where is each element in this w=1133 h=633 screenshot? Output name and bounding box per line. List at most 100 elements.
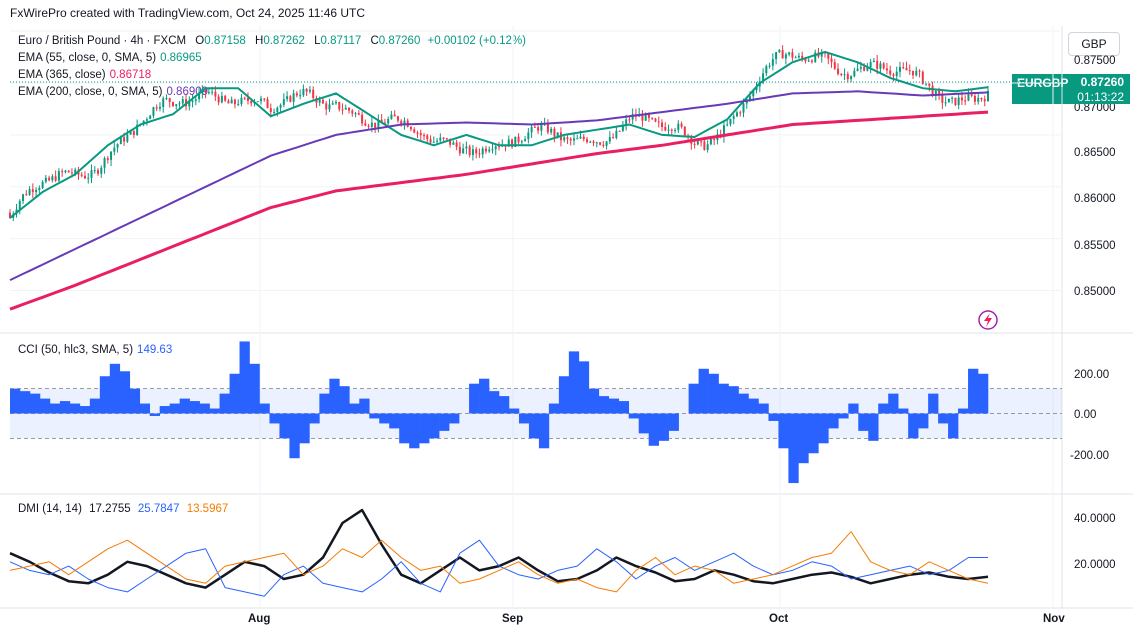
candles xyxy=(9,45,989,222)
cci-bar xyxy=(698,368,709,414)
candle-body xyxy=(498,146,500,148)
candle-body xyxy=(475,149,478,154)
candle-body xyxy=(393,114,396,117)
close-label: C xyxy=(370,35,379,47)
cci-bar xyxy=(768,413,779,421)
cci-bar xyxy=(808,413,819,454)
candle-body xyxy=(35,189,38,193)
candle-body xyxy=(74,169,77,174)
candle-body xyxy=(439,137,442,141)
dmi-pane xyxy=(9,508,989,597)
candle-body xyxy=(233,99,236,105)
candle-body xyxy=(413,129,416,133)
candle-body xyxy=(700,141,703,143)
candle-body xyxy=(674,129,677,131)
cci-bar xyxy=(309,413,320,424)
candle-body xyxy=(941,94,944,103)
candle-body xyxy=(282,99,285,105)
candle-body xyxy=(237,103,240,105)
candle-body xyxy=(471,149,474,156)
ema55-legend[interactable]: EMA (55, close, 0, SMA, 5) 0.86965 xyxy=(18,52,202,64)
cci-bar xyxy=(858,413,869,431)
candle-body xyxy=(987,90,989,102)
candle-body xyxy=(361,114,364,124)
flash-icon[interactable] xyxy=(978,310,998,330)
candle-body xyxy=(145,119,148,121)
candle-body xyxy=(563,137,566,141)
candle-body xyxy=(709,139,712,145)
candle-body xyxy=(530,126,533,133)
candle-body xyxy=(295,93,298,96)
candle-body xyxy=(455,142,458,147)
candle-body xyxy=(846,74,849,80)
cci-legend[interactable]: CCI (50, hlc3, SMA, 5) 149.63 xyxy=(18,344,172,356)
candle-body xyxy=(892,74,895,77)
candle-body xyxy=(364,123,367,126)
candle-body xyxy=(540,124,543,131)
candle-body xyxy=(400,120,403,124)
cci-bar xyxy=(958,408,969,414)
cci-bar xyxy=(429,413,440,439)
candle-body xyxy=(9,212,11,218)
candle-body xyxy=(149,115,152,120)
candle-body xyxy=(612,137,615,139)
candle-body xyxy=(165,98,168,100)
cci-bar xyxy=(69,403,81,414)
price-tag-price: 0.87260 xyxy=(1080,75,1124,89)
cci-axis-label: 0.00 xyxy=(1074,409,1097,421)
candle-body xyxy=(921,71,924,84)
cci-bar xyxy=(558,376,570,414)
candle-body xyxy=(305,88,308,92)
candle-body xyxy=(569,138,572,141)
cci-bar xyxy=(19,391,31,414)
cci-bar xyxy=(89,398,101,414)
candle-body xyxy=(321,99,324,104)
cci-bar xyxy=(578,361,590,414)
candle-body xyxy=(374,122,377,128)
dmi-legend[interactable]: DMI (14, 14) 17.2755 25.7847 13.5967 xyxy=(18,503,228,515)
candle-body xyxy=(830,58,833,63)
candle-body xyxy=(491,149,494,151)
candle-body xyxy=(462,148,465,154)
candle-body xyxy=(357,113,360,115)
candle-body xyxy=(299,95,302,97)
candle-body xyxy=(458,146,461,154)
candle-body xyxy=(820,51,823,57)
ema200-line xyxy=(9,90,989,282)
candle-body xyxy=(944,102,947,104)
candle-body xyxy=(908,70,911,72)
currency-button[interactable]: GBP xyxy=(1068,32,1120,56)
candle-body xyxy=(781,50,784,59)
cci-bar xyxy=(369,413,380,419)
created-header: FxWirePro created with TradingView.com, … xyxy=(10,6,366,20)
cci-bar xyxy=(738,393,749,414)
candle-body xyxy=(162,98,165,107)
candle-body xyxy=(31,189,34,193)
cci-bar xyxy=(668,413,679,431)
candle-body xyxy=(273,111,276,113)
candle-body xyxy=(592,141,595,144)
candle-body xyxy=(641,113,644,121)
cci-bar xyxy=(708,373,719,414)
cci-bar xyxy=(209,408,220,414)
candle-body xyxy=(204,89,207,93)
candle-body xyxy=(113,147,116,152)
candle-body xyxy=(905,67,908,71)
cci-bar xyxy=(249,363,260,414)
cci-bar xyxy=(898,408,909,414)
cci-bar xyxy=(648,413,659,446)
dmi-minus-value: 13.5967 xyxy=(186,503,229,515)
candle-body xyxy=(250,100,253,104)
ema365-legend[interactable]: EMA (365, close) 0.86718 xyxy=(18,69,151,81)
candle-body xyxy=(520,141,523,143)
candle-body xyxy=(266,99,269,109)
candle-body xyxy=(863,66,866,71)
candle-body xyxy=(432,141,435,143)
candle-body xyxy=(390,114,393,119)
candle-body xyxy=(494,146,497,150)
candle-body xyxy=(383,122,386,124)
candle-body xyxy=(957,97,960,105)
candle-body xyxy=(198,93,201,100)
candle-body xyxy=(172,102,174,106)
